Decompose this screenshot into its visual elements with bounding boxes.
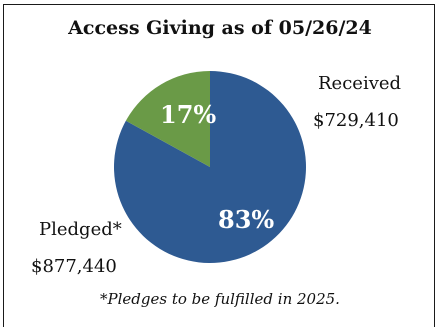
pie-slice-pledged-percent: 83% bbox=[218, 205, 274, 234]
chart-title: Access Giving as of 05/26/24 bbox=[68, 17, 372, 39]
received-label: Received bbox=[318, 73, 402, 94]
received-amount: $729,410 bbox=[313, 110, 399, 131]
pledged-label: Pledged* bbox=[39, 219, 122, 240]
pledged-amount: $877,440 bbox=[31, 256, 117, 277]
pie-slice-received-percent: 17% bbox=[160, 100, 216, 129]
chart-frame bbox=[3, 4, 435, 327]
chart-footnote: *Pledges to be fulfilled in 2025. bbox=[100, 290, 340, 308]
pie-slice-received bbox=[125, 71, 210, 167]
